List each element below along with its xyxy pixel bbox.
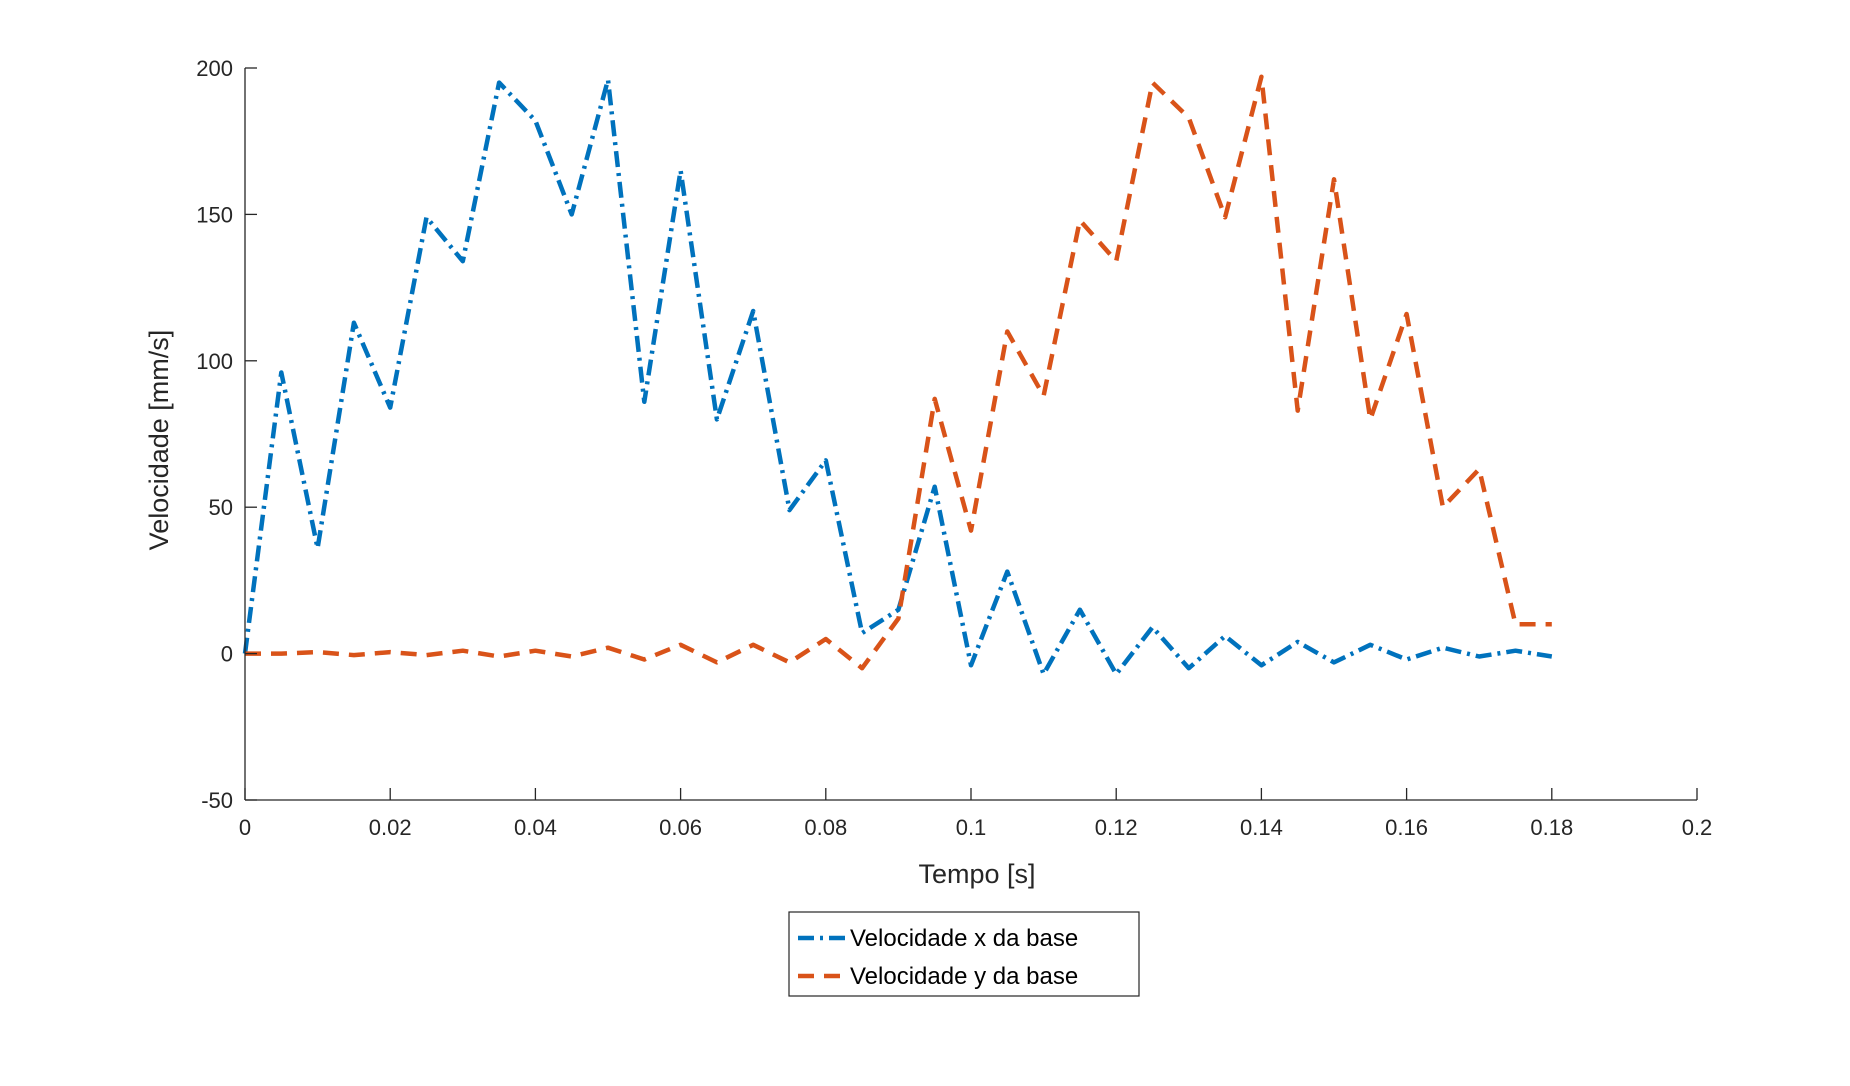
legend-label-x: Velocidade x da base — [850, 925, 1078, 952]
series-line-velocidade-x — [242, 77, 1553, 677]
ticks-layer: 0 0.02 0.04 0.06 0.08 0.1 0.12 0.14 0.16 0.18 0.2 -… — [196, 56, 1712, 840]
y-tick-label: 50 — [209, 495, 233, 520]
x-tick-label: 0.04 — [514, 815, 557, 840]
series-layer — [242, 74, 1553, 677]
legend-box — [788, 911, 1140, 997]
series-line-velocidade-y — [245, 74, 1552, 671]
x-tick-label: 0.08 — [804, 815, 847, 840]
x-tick-label: 0.14 — [1240, 815, 1283, 840]
y-tick-label: -50 — [201, 788, 233, 813]
x-tick-label: 0.02 — [369, 815, 412, 840]
legend: Velocidade x da base Velocidade y da bas… — [788, 911, 1140, 997]
x-tick-label: 0.2 — [1682, 815, 1713, 840]
x-tick-label: 0.1 — [956, 815, 987, 840]
x-tick-label: 0.06 — [659, 815, 702, 840]
x-tick-label: 0.16 — [1385, 815, 1428, 840]
x-axis-title: Tempo [s] — [918, 859, 1035, 889]
y-axis-title: Velocidade [mm/s] — [144, 330, 174, 551]
y-tick-label: 150 — [196, 202, 233, 227]
y-tick-label: 0 — [221, 642, 233, 667]
y-tick-label: 200 — [196, 56, 233, 81]
x-tick-label: 0.18 — [1530, 815, 1573, 840]
y-tick-label: 100 — [196, 349, 233, 374]
x-tick-label: 0 — [239, 815, 251, 840]
x-tick-label: 0.12 — [1095, 815, 1138, 840]
legend-label-y: Velocidade y da base — [850, 963, 1078, 990]
